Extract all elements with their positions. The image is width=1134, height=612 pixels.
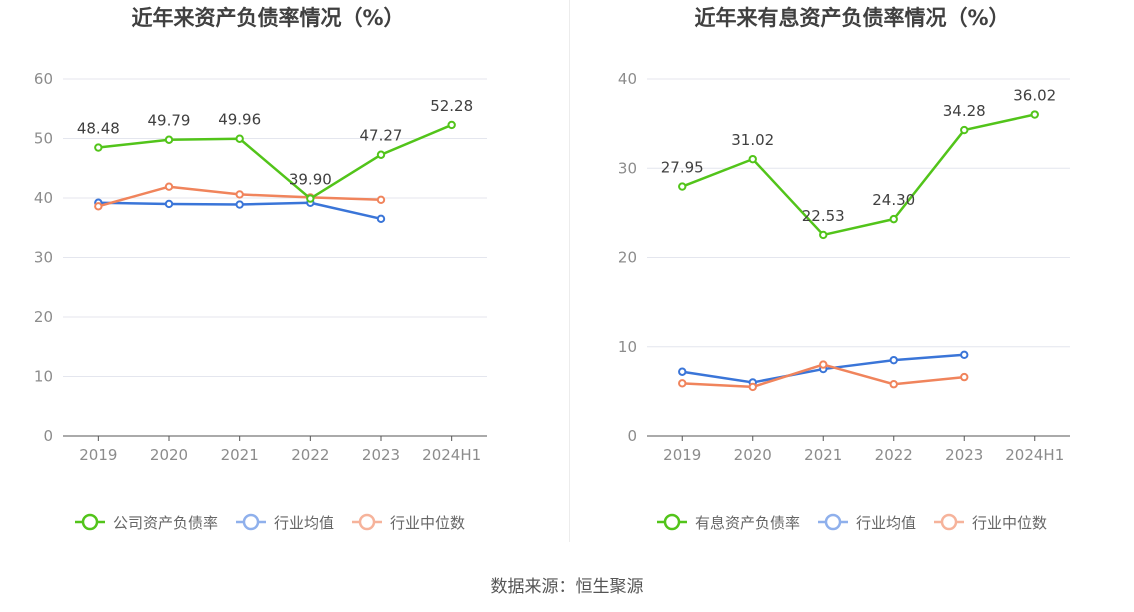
chart-title: 近年来有息资产负债率情况（%） <box>694 6 1009 30</box>
x-tick-label: 2022 <box>875 446 913 464</box>
x-tick-label: 2022 <box>291 446 329 464</box>
data-point-avg <box>164 199 174 209</box>
data-point-median <box>376 195 386 204</box>
chart-divider <box>569 0 570 542</box>
data-point-avg <box>960 350 969 359</box>
chart-interest-debt-ratio: 近年来有息资产负债率情况（%） 0 10 20 30 40 2019 2020 2021 2022… <box>618 6 1070 532</box>
data-source: 数据来源：恒生聚源 <box>490 577 644 597</box>
x-tick-label: 2021 <box>804 446 842 464</box>
y-tick-label: 60 <box>34 70 53 88</box>
data-label: 22.53 <box>802 207 845 225</box>
data-label: 49.79 <box>148 112 191 130</box>
data-point-median <box>94 202 103 211</box>
x-tick-label: 2021 <box>221 446 259 464</box>
y-tick-label: 50 <box>34 130 53 148</box>
data-point-median <box>164 182 174 191</box>
data-label: 36.02 <box>1013 87 1056 105</box>
legend-marker <box>242 513 260 531</box>
y-tick-label: 40 <box>34 189 53 207</box>
data-point-avg <box>235 200 244 209</box>
x-tick-label: 2020 <box>734 446 772 464</box>
legend-label: 行业均值 <box>274 514 334 532</box>
legend-marker <box>358 513 376 531</box>
y-tick-label: 30 <box>618 159 637 177</box>
legend-marker <box>81 513 99 531</box>
data-point-main <box>306 194 315 203</box>
legend-item: 公司资产负债率 <box>75 513 218 532</box>
data-point-main <box>748 154 757 164</box>
data-point-main <box>1030 110 1039 119</box>
legend-marker <box>824 513 842 531</box>
data-point-main <box>376 150 386 159</box>
y-tick-label: 20 <box>618 249 637 267</box>
x-tick-label: 2024H1 <box>1005 446 1064 464</box>
y-tick-label: 0 <box>43 427 53 445</box>
data-point-median <box>678 379 687 388</box>
data-point-main <box>960 125 969 135</box>
data-point-main <box>447 120 456 130</box>
data-label: 39.90 <box>289 171 332 189</box>
data-point-median <box>889 380 898 389</box>
data-label: 48.48 <box>77 120 120 138</box>
chart-debt-ratio: 近年来资产负债率情况（%） 0 10 20 30 40 50 60 2019 2020 2021 20… <box>34 6 487 532</box>
legend-item: 行业中位数 <box>352 513 465 532</box>
x-tick-label: 2020 <box>150 446 188 464</box>
data-point-median <box>819 360 828 369</box>
data-point-median <box>235 190 244 199</box>
x-tick-label: 2019 <box>79 446 117 464</box>
x-tick-label: 2019 <box>663 446 701 464</box>
data-label: 27.95 <box>661 159 704 177</box>
data-point-avg <box>889 355 898 365</box>
data-point-avg <box>678 367 687 376</box>
data-point-main <box>164 135 174 144</box>
data-point-avg <box>376 214 386 224</box>
data-label: 31.02 <box>731 131 774 149</box>
data-label: 52.28 <box>430 97 473 115</box>
series-line-main <box>98 123 453 200</box>
data-point-main <box>678 182 687 191</box>
legend-marker <box>663 513 681 531</box>
x-tick-label: 2023 <box>362 446 400 464</box>
y-tick-label: 10 <box>34 368 53 386</box>
legend-item: 行业均值 <box>818 513 916 532</box>
data-label: 49.96 <box>218 111 261 129</box>
series-line-main <box>681 113 1036 237</box>
legend-item: 行业中位数 <box>934 513 1047 532</box>
data-point-median <box>960 372 969 382</box>
data-label: 24.30 <box>872 191 915 209</box>
y-tick-label: 40 <box>618 70 637 88</box>
legend-item: 行业均值 <box>236 513 334 532</box>
y-tick-label: 20 <box>34 308 53 326</box>
x-tick-label: 2023 <box>945 446 983 464</box>
chart-title: 近年来资产负债率情况（%） <box>131 6 404 30</box>
legend-label: 行业中位数 <box>972 514 1047 532</box>
data-point-main <box>94 143 103 152</box>
legend-marker <box>940 513 958 531</box>
legend-label: 公司资产负债率 <box>113 514 218 532</box>
data-point-main <box>235 134 244 143</box>
data-label: 47.27 <box>360 127 403 145</box>
legend-label: 行业中位数 <box>390 514 465 532</box>
y-tick-label: 30 <box>34 249 53 267</box>
data-point-main <box>889 214 898 224</box>
data-point-main <box>819 230 828 240</box>
x-tick-label: 2024H1 <box>422 446 481 464</box>
data-label: 34.28 <box>943 102 986 120</box>
y-tick-label: 10 <box>618 338 637 356</box>
y-tick-label: 0 <box>627 427 637 445</box>
legend-item: 有息资产负债率 <box>657 513 800 532</box>
legend-label: 有息资产负债率 <box>695 514 800 532</box>
data-point-median <box>748 382 757 392</box>
legend-label: 行业均值 <box>856 514 916 532</box>
